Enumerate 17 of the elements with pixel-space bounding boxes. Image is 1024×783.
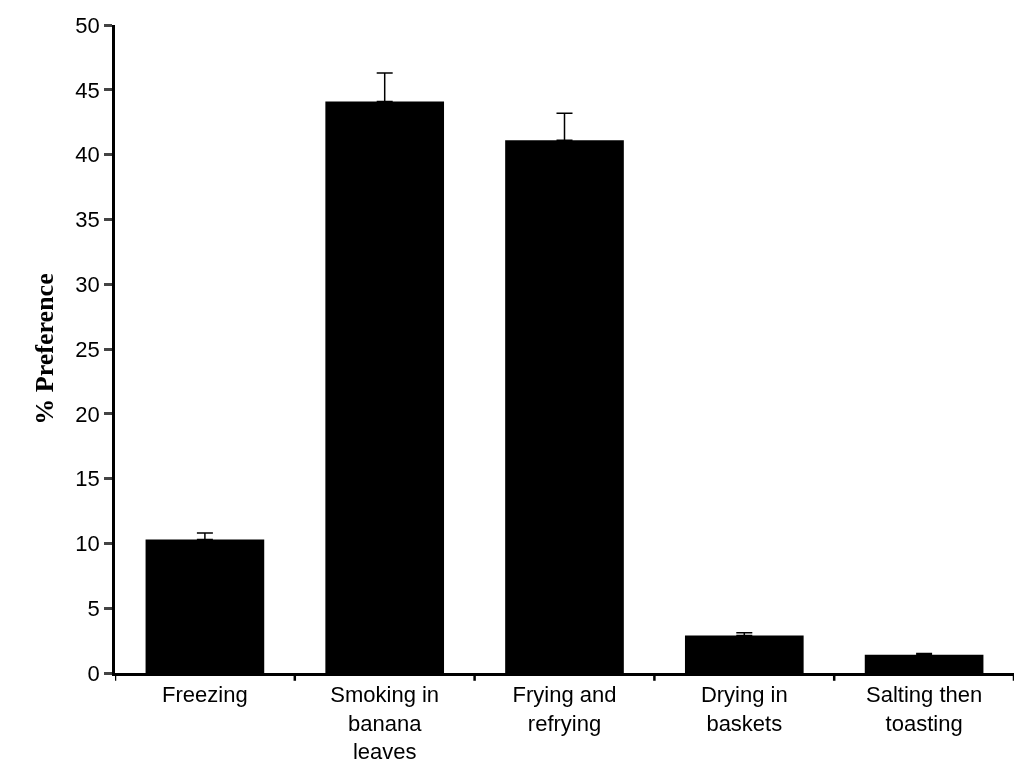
x-tick-label: Freezing	[162, 682, 248, 708]
y-tick-label: 0	[87, 660, 100, 686]
x-tick-label: Smoking in banana leaves	[330, 682, 440, 765]
x-tick-label: Drying in baskets	[700, 682, 788, 736]
x-tick-label: Frying and refrying	[512, 682, 617, 736]
y-tick-label: 30	[75, 271, 100, 297]
y-tick-label: 20	[75, 401, 100, 427]
x-tick-label: Salting then toasting	[866, 682, 983, 736]
y-axis-title: % Preference	[29, 273, 59, 425]
y-tick-label: 5	[87, 595, 100, 621]
y-tick-label: 45	[75, 77, 100, 103]
y-tick-label: 50	[75, 12, 100, 38]
y-tick-label: 15	[75, 466, 100, 492]
y-tick-label: 25	[75, 336, 100, 362]
y-tick-label: 10	[75, 531, 100, 557]
y-tick-label: 35	[75, 207, 100, 233]
y-tick-label: 40	[75, 142, 100, 168]
